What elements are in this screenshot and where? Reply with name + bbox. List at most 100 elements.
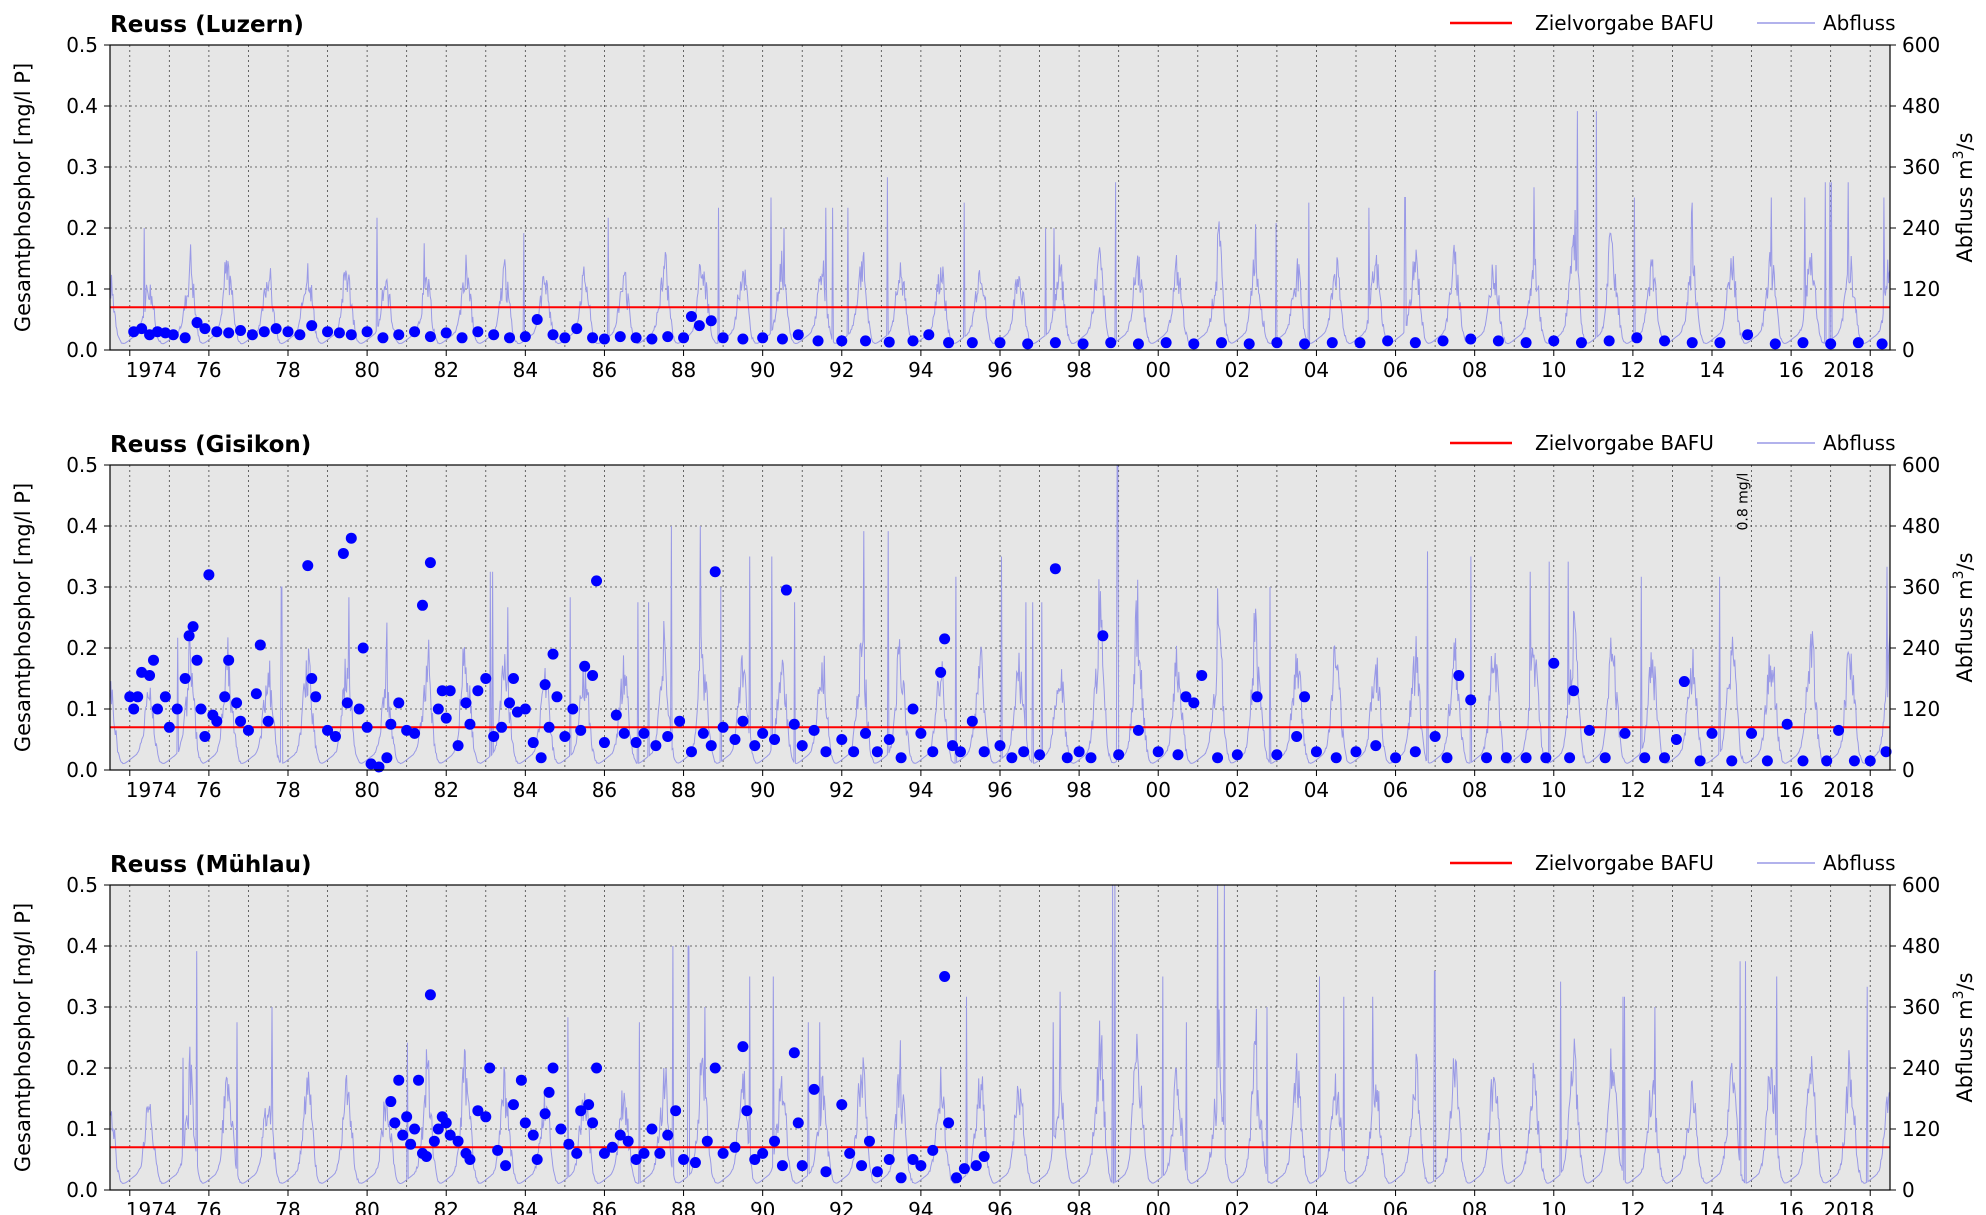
phosphor-point: [947, 740, 959, 752]
y-tick-label: 0.1: [66, 697, 98, 721]
chart-panel-3: 0.0 0.1 0.2 0.3 0.4 0.5 0 120 240 360 480 600 1974 76…: [11, 851, 1977, 1215]
phosphor-point: [1864, 755, 1876, 767]
phosphor-point: [598, 333, 610, 345]
x-tick-label: 08: [1462, 778, 1487, 802]
phosphor-point: [519, 1117, 531, 1129]
phosphor-point: [943, 1117, 955, 1129]
phosphor-point: [144, 669, 156, 681]
y-tick-label: 0.5: [66, 453, 98, 477]
x-tick-label: 90: [750, 1198, 775, 1215]
phosphor-point: [705, 315, 717, 327]
phosphor-point: [361, 326, 373, 338]
y-tick-label: 0.1: [66, 277, 98, 301]
phosphor-point: [432, 703, 444, 715]
phosphor-point: [1575, 337, 1587, 349]
phosphor-point: [591, 1062, 603, 1074]
y-tick-label: 0.3: [66, 155, 98, 179]
x-tick-label: 02: [1225, 778, 1250, 802]
phosphor-point: [405, 1138, 417, 1150]
phosphor-point: [871, 1166, 883, 1178]
phosphor-point: [693, 320, 705, 332]
phosphor-point: [1583, 724, 1595, 736]
phosphor-point: [1564, 752, 1576, 764]
x-tick-label: 10: [1541, 358, 1566, 382]
phosphor-point: [808, 724, 820, 736]
phosphor-point: [1382, 335, 1394, 347]
phosphor-point: [836, 1099, 848, 1111]
y-axis-label: Gesamtphosphor [mg/l P]: [11, 903, 35, 1172]
phosphor-point: [409, 326, 421, 338]
phosphor-point: [223, 654, 235, 666]
phosphor-point: [836, 734, 848, 745]
legend-label-discharge: Abfluss: [1823, 11, 1896, 35]
phosphor-point: [709, 566, 721, 578]
y2-tick-label: 480: [1902, 514, 1940, 538]
phosphor-point: [420, 1150, 432, 1162]
phosphor-point: [187, 621, 199, 633]
phosphor-point: [373, 761, 385, 773]
phosphor-point: [757, 727, 769, 739]
phosphor-point: [258, 326, 270, 338]
phosphor-point: [559, 332, 571, 344]
phosphor-point: [424, 557, 436, 569]
x-tick-label: 14: [1699, 778, 1724, 802]
y2-axis-label: Abfluss m3/s: [1951, 552, 1977, 682]
phosphor-point: [970, 1160, 982, 1172]
phosphor-point: [148, 654, 160, 666]
phosphor-point: [792, 1117, 804, 1129]
x-tick-label: 92: [829, 1198, 854, 1215]
phosphor-point: [1113, 749, 1125, 761]
phosphor-point: [630, 332, 642, 344]
phosphor-point: [322, 326, 334, 338]
phosphor-point: [1073, 746, 1085, 758]
phosphor-point: [337, 547, 349, 559]
phosphor-point: [1077, 338, 1089, 350]
phosphor-point: [322, 724, 334, 736]
phosphor-point: [1212, 752, 1224, 764]
x-tick-label: 98: [1066, 358, 1091, 382]
x-tick-label: 06: [1383, 358, 1408, 382]
phosphor-point: [662, 331, 674, 343]
x-tick-label: 06: [1383, 1198, 1408, 1215]
phosphor-point: [935, 666, 947, 678]
phosphor-point: [488, 730, 500, 742]
phosphor-point: [614, 1129, 626, 1141]
phosphor-point: [1326, 337, 1338, 349]
phosphor-point: [610, 709, 622, 721]
phosphor-point: [377, 332, 389, 344]
phosphor-point: [563, 1138, 575, 1150]
phosphor-point: [927, 1144, 939, 1156]
phosphor-point: [1670, 734, 1682, 745]
phosphor-point: [543, 1086, 555, 1098]
phosphor-point: [871, 746, 883, 758]
phosphor-point: [583, 1099, 595, 1111]
phosphor-point: [1180, 691, 1192, 703]
phosphor-point: [883, 1154, 895, 1165]
x-tick-label: 06: [1383, 778, 1408, 802]
phosphor-point: [1465, 333, 1477, 345]
phosphor-point: [1599, 752, 1611, 764]
phosphor-point: [282, 326, 294, 338]
phosphor-point: [1706, 727, 1718, 739]
x-tick-label: 00: [1145, 1198, 1170, 1215]
x-tick-label: 84: [513, 358, 538, 382]
phosphor-point: [1520, 752, 1532, 764]
phosphor-point: [1034, 749, 1046, 761]
phosphor-point: [1852, 337, 1864, 349]
x-tick-label: 98: [1066, 778, 1091, 802]
phosphor-point: [1251, 691, 1263, 703]
y2-tick-label: 240: [1902, 216, 1940, 240]
phosphor-point: [705, 740, 717, 752]
phosphor-point: [1160, 337, 1172, 349]
phosphor-point: [883, 734, 895, 745]
x-tick-label: 88: [671, 1198, 696, 1215]
phosphor-point: [697, 727, 709, 739]
phosphor-point: [1659, 335, 1671, 347]
y-tick-label: 0.4: [66, 94, 98, 118]
phosphor-point: [329, 730, 341, 742]
phosphor-point: [883, 336, 895, 348]
phosphor-point: [203, 569, 215, 581]
phosphor-point: [1568, 685, 1580, 697]
phosphor-point: [1825, 338, 1837, 350]
phosphor-point: [1686, 337, 1698, 349]
